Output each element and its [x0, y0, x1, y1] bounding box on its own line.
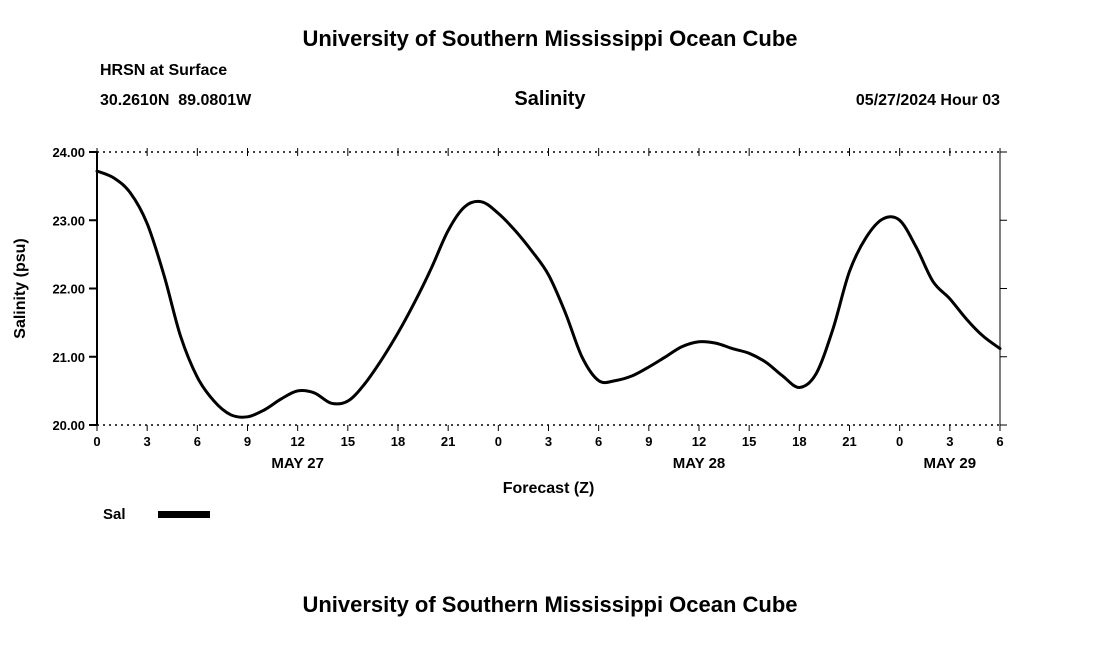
salinity-chart: 0 3 6 9 12 15 18 21 0 3 6 9 12 15 18 21 0 3 6 MAY 27 MAY 28 M… — [12, 145, 1007, 497]
coordinates-label: 30.2610N 89.0801W — [100, 92, 252, 109]
svg-text:3: 3 — [946, 434, 953, 449]
station-label: HRSN at Surface — [100, 62, 228, 79]
y-axis-title: Salinity (psu) — [12, 238, 29, 338]
svg-text:18: 18 — [391, 434, 405, 449]
svg-text:24.00: 24.00 — [52, 145, 85, 160]
svg-text:18: 18 — [792, 434, 806, 449]
svg-text:9: 9 — [244, 434, 251, 449]
plot-title: Salinity — [514, 88, 586, 110]
legend-line-swatch — [157, 511, 210, 518]
series-line-sal — [95, 169, 1002, 419]
datetime-label: 05/27/2024 Hour 03 — [855, 92, 1000, 109]
svg-text:15: 15 — [341, 434, 355, 449]
x-axis-title: Forecast (Z) — [503, 480, 595, 497]
legend-label: Sal — [103, 506, 126, 523]
svg-text:12: 12 — [692, 434, 706, 449]
svg-text:3: 3 — [144, 434, 151, 449]
x-axis-day-label: MAY 28 — [673, 455, 726, 472]
svg-text:23.00: 23.00 — [52, 213, 85, 228]
x-axis-day-label: MAY 29 — [924, 455, 977, 472]
svg-text:6: 6 — [595, 434, 602, 449]
svg-text:6: 6 — [996, 434, 1003, 449]
svg-text:21.00: 21.00 — [52, 350, 85, 365]
svg-text:21: 21 — [842, 434, 856, 449]
svg-text:0: 0 — [93, 434, 100, 449]
svg-text:20.00: 20.00 — [52, 418, 85, 433]
svg-text:15: 15 — [742, 434, 756, 449]
svg-text:6: 6 — [194, 434, 201, 449]
svg-text:12: 12 — [290, 434, 304, 449]
svg-text:3: 3 — [545, 434, 552, 449]
svg-text:22.00: 22.00 — [52, 282, 85, 297]
x-axis: 0 3 6 9 12 15 18 21 0 3 6 9 12 15 18 21 0 3 6 MAY 27 MAY 28 M… — [93, 148, 1004, 472]
svg-text:9: 9 — [645, 434, 652, 449]
svg-text:0: 0 — [495, 434, 502, 449]
x-axis-day-label: MAY 27 — [271, 455, 324, 472]
legend: Sal — [103, 506, 210, 523]
svg-text:0: 0 — [896, 434, 903, 449]
y-axis: 20.00 21.00 22.00 23.00 24.00 — [52, 145, 1007, 433]
svg-text:21: 21 — [441, 434, 455, 449]
footer-title: University of Southern Mississippi Ocean… — [302, 592, 798, 617]
page-title: University of Southern Mississippi Ocean… — [302, 26, 798, 51]
